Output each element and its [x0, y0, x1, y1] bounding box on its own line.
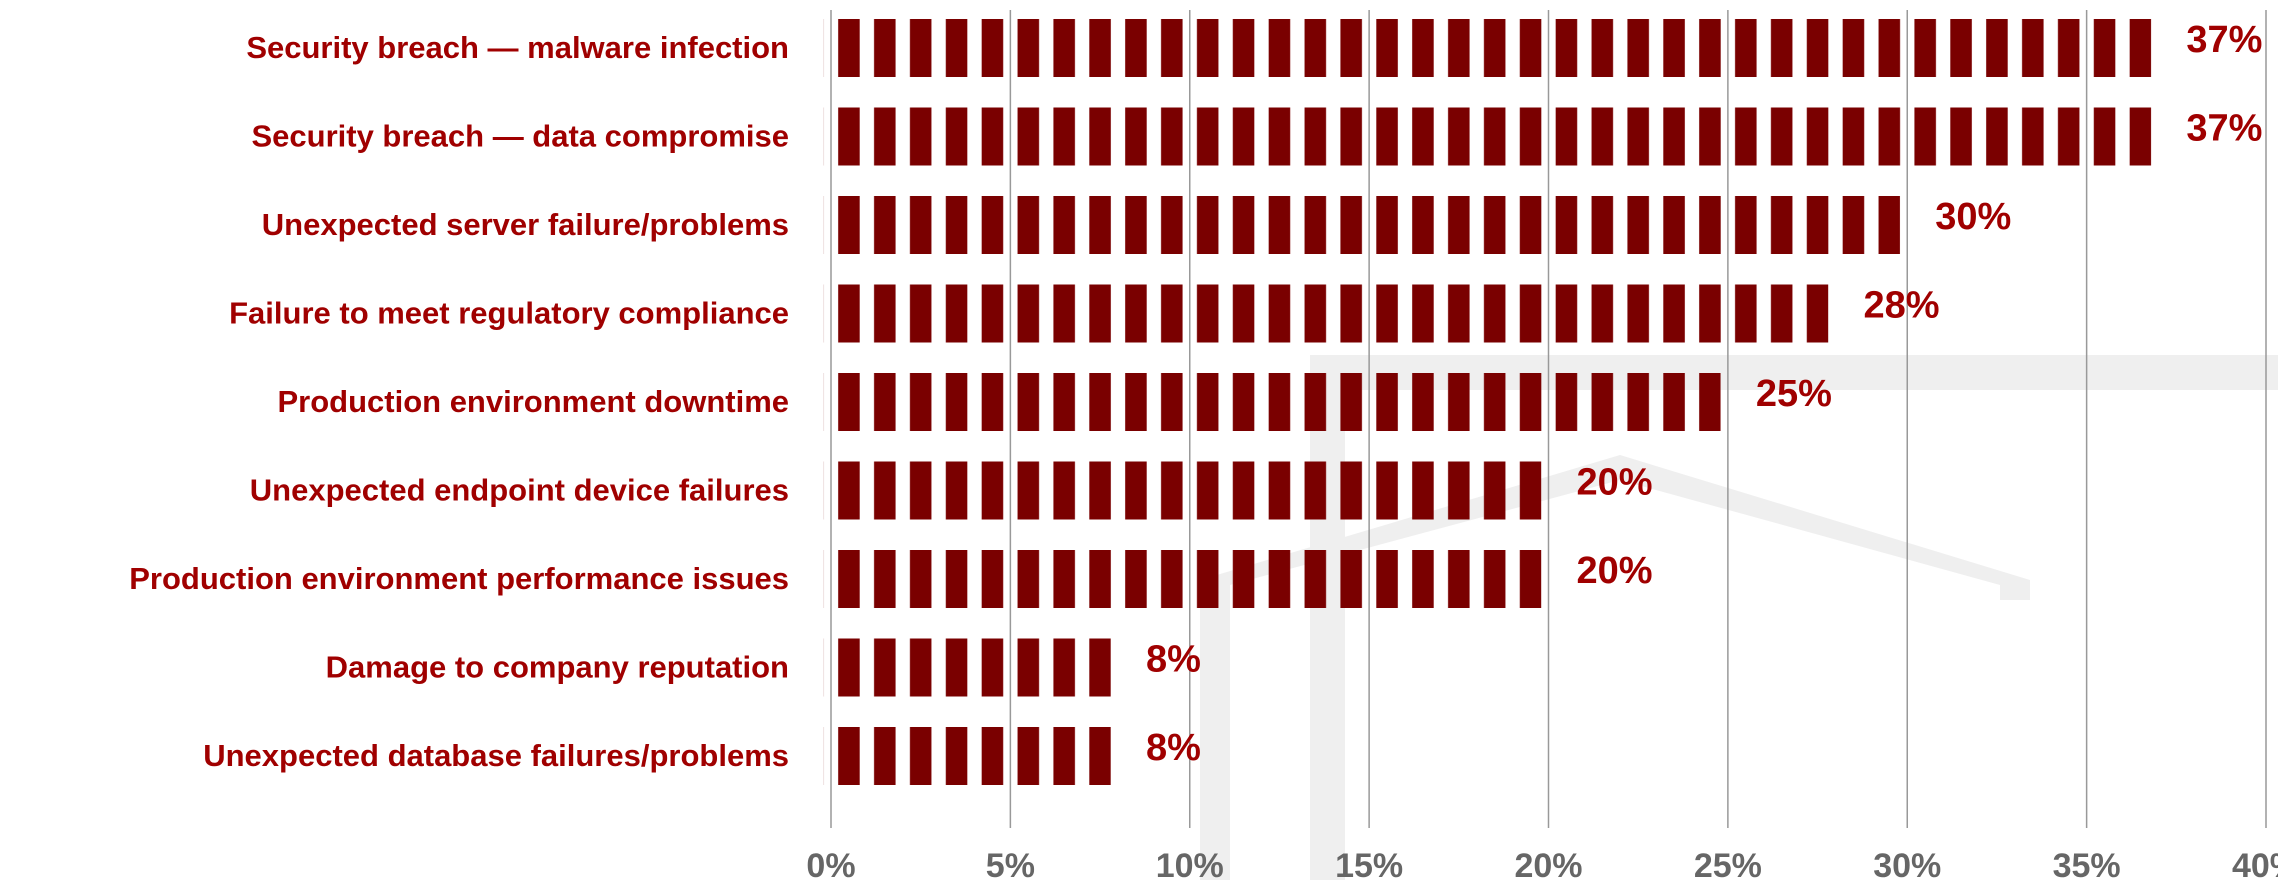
value-label: 20% [1577, 550, 1653, 592]
x-tick-label: 5% [986, 847, 1035, 880]
bar [823, 284, 1829, 343]
category-label: Failure to meet regulatory compliance [229, 296, 789, 331]
category-label: Damage to company reputation [326, 650, 789, 685]
bar [823, 638, 1111, 697]
bar [823, 461, 1542, 520]
value-label: 28% [1864, 285, 1940, 327]
value-label: 8% [1146, 639, 1201, 681]
value-label: 20% [1577, 462, 1653, 504]
bar [823, 196, 1901, 254]
x-tick-label: 25% [1694, 847, 1762, 880]
x-tick-label: 10% [1156, 847, 1224, 880]
bar [823, 107, 2152, 166]
category-label: Security breach — data compromise [251, 119, 789, 154]
category-label: Unexpected server failure/problems [262, 207, 789, 242]
x-tick-label: 0% [806, 847, 855, 880]
bar [823, 550, 1542, 608]
category-label: Unexpected endpoint device failures [250, 473, 789, 508]
category-label: Production environment downtime [277, 384, 789, 419]
x-tick-label: 30% [1873, 847, 1941, 880]
value-label: 37% [2186, 19, 2262, 61]
watermark [1200, 355, 2278, 880]
value-label: 8% [1146, 727, 1201, 769]
bar [823, 373, 1721, 431]
category-label: Unexpected database failures/problems [203, 738, 789, 773]
x-tick-label: 35% [2053, 847, 2121, 880]
x-tick-label: 20% [1514, 847, 1582, 880]
category-label: Security breach — malware infection [246, 30, 789, 65]
bar [823, 19, 2152, 77]
x-tick-label: 40% [2232, 847, 2278, 880]
value-label: 25% [1756, 373, 1832, 415]
category-label: Production environment performance issue… [129, 561, 789, 596]
value-label: 37% [2186, 108, 2262, 150]
x-tick-label: 15% [1335, 847, 1403, 880]
value-label: 30% [1935, 196, 2011, 238]
bar [823, 727, 1111, 785]
